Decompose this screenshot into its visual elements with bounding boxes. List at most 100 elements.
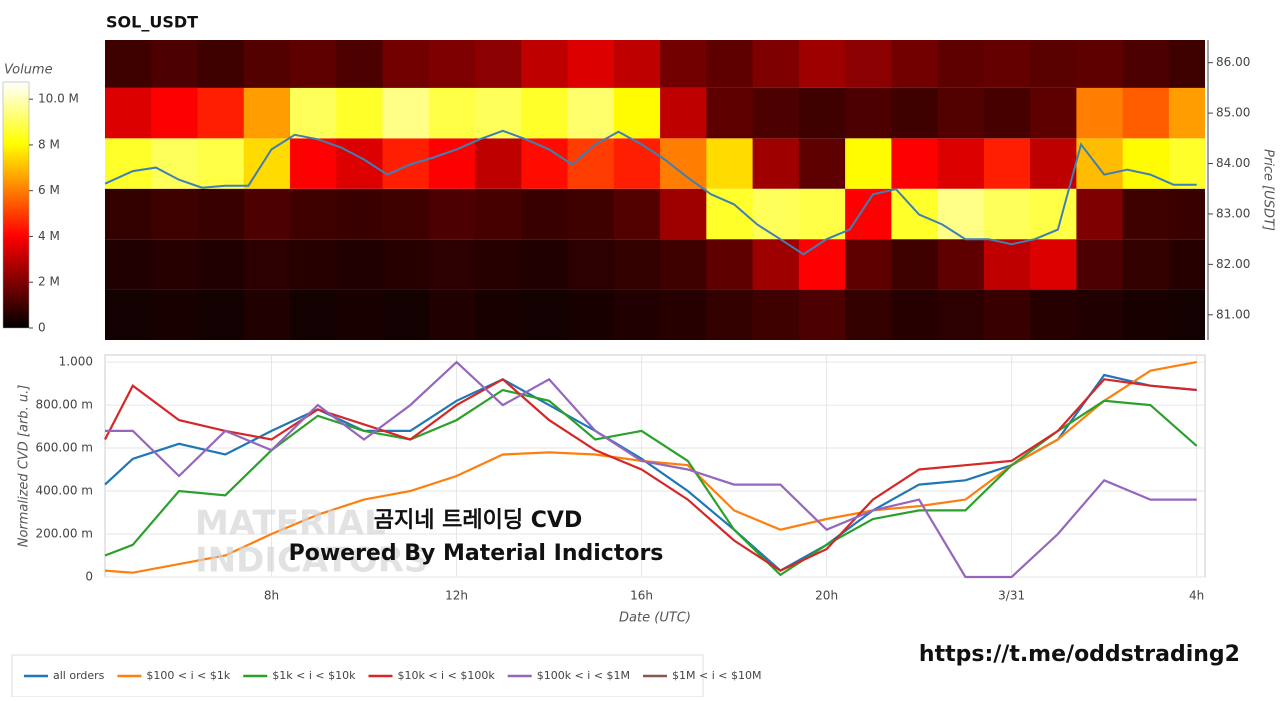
heat-cell <box>1076 138 1124 189</box>
heat-cell <box>1122 40 1170 88</box>
x-tick-label: 8h <box>264 589 279 603</box>
lines <box>104 360 1198 579</box>
heat-cell <box>428 239 476 290</box>
heat-cell <box>660 188 707 240</box>
x-tick-label: 16h <box>630 589 653 603</box>
heat-cell <box>983 40 1031 88</box>
heat-cell <box>382 239 430 290</box>
y-tick-label: 200.00 m <box>36 527 94 541</box>
heat-cell <box>706 40 754 88</box>
heat-cell <box>382 87 430 139</box>
legend-label: $100 < i < $1k <box>146 669 230 682</box>
heat-cell <box>1076 289 1124 340</box>
y-tick-label: 0 <box>85 570 93 584</box>
heat-cell <box>937 87 985 139</box>
heat-cell <box>752 289 800 340</box>
y-tick-label: 85.00 <box>1216 106 1250 120</box>
heat-cell <box>475 138 522 189</box>
heat-cell <box>983 138 1031 189</box>
heat-cell <box>290 138 337 189</box>
heat-cell <box>382 188 430 240</box>
heat-cell <box>290 40 337 88</box>
heat-cell <box>382 138 430 189</box>
y-tick-label: 1.000 <box>59 355 93 369</box>
heat-cell <box>1122 87 1170 139</box>
legend-label: $100k < i < $1M <box>537 669 630 682</box>
heat-cell <box>891 40 939 88</box>
heat-cell <box>891 239 939 290</box>
heat-cell <box>1076 40 1124 88</box>
plot-area <box>104 354 1206 578</box>
heat-cell <box>521 289 569 340</box>
colorbar-tick-label: 8 M <box>38 137 60 151</box>
heat-cell <box>1168 239 1205 290</box>
heat-cell <box>475 87 522 139</box>
heat-cell <box>798 239 846 290</box>
colorbar-title: Volume <box>4 63 53 78</box>
heat-cell <box>798 87 846 139</box>
heat-cell <box>752 40 800 88</box>
price-line <box>105 129 1197 256</box>
heat-cell <box>660 138 707 189</box>
heat-cell <box>521 239 569 290</box>
heat-cell <box>937 138 985 189</box>
heat-cell <box>660 40 707 88</box>
heat-cell <box>1030 40 1077 88</box>
heat-cell <box>1122 289 1170 340</box>
heat-cell <box>845 289 892 340</box>
heat-cell <box>891 289 939 340</box>
heat-cell <box>1030 289 1077 340</box>
heat-cell <box>937 289 985 340</box>
heat-cell <box>105 239 152 290</box>
heat-cell <box>197 87 245 139</box>
heat-cell <box>1168 188 1205 240</box>
heat-cell <box>475 188 522 240</box>
heat-cell <box>428 289 476 340</box>
heat-cell <box>243 289 291 340</box>
heat-cell <box>752 87 800 139</box>
heat-cell <box>983 289 1031 340</box>
heat-cell <box>521 87 569 139</box>
heat-cell <box>706 289 754 340</box>
heat-cell <box>567 138 615 189</box>
heat-cell <box>937 188 985 240</box>
heat-cell <box>613 239 661 290</box>
heat-cell <box>1168 40 1205 88</box>
heat-cell <box>290 188 337 240</box>
heat-cell <box>521 40 569 88</box>
heat-cell <box>845 239 892 290</box>
plots: 81.00 82.00 83.00 84.00 85.00 86.00 0 2 M 4 M 6 M… <box>24 40 1250 682</box>
heat-cell <box>290 87 337 139</box>
x-tick-label: 4h <box>1189 589 1204 603</box>
heat-cell <box>706 138 754 189</box>
heat-cell <box>845 87 892 139</box>
heat-cell <box>567 188 615 240</box>
heat-cell <box>290 239 337 290</box>
y-axis-title: Price [USDT] <box>1261 149 1276 231</box>
legend-label: $1k < i < $10k <box>272 669 356 682</box>
heat-cell <box>983 87 1031 139</box>
heat-cell <box>151 188 199 240</box>
heat-cell <box>475 40 522 88</box>
heat-cell <box>660 87 707 139</box>
heat-cell <box>937 239 985 290</box>
y-tick-label: 84.00 <box>1216 156 1250 170</box>
heat-cell <box>1076 188 1124 240</box>
colorbar-tick-label: 0 <box>38 321 46 335</box>
heat-cell <box>521 188 569 240</box>
heat-cell <box>983 239 1031 290</box>
chart-title: SOL_USDT <box>106 13 198 32</box>
heat-cell <box>798 289 846 340</box>
colorbar-tick-label: 4 M <box>38 229 60 243</box>
heat-cell <box>428 188 476 240</box>
heat-cell <box>613 87 661 139</box>
heat-cell <box>151 289 199 340</box>
heat-cell <box>105 87 152 139</box>
heat-cell <box>1122 239 1170 290</box>
y-tick-label: 400.00 m <box>36 484 94 498</box>
heat-cell <box>1122 138 1170 189</box>
heat-cell <box>336 239 384 290</box>
y-axis-title: Normalized CVD [arb. u.] <box>17 385 32 548</box>
heat-cell <box>798 40 846 88</box>
